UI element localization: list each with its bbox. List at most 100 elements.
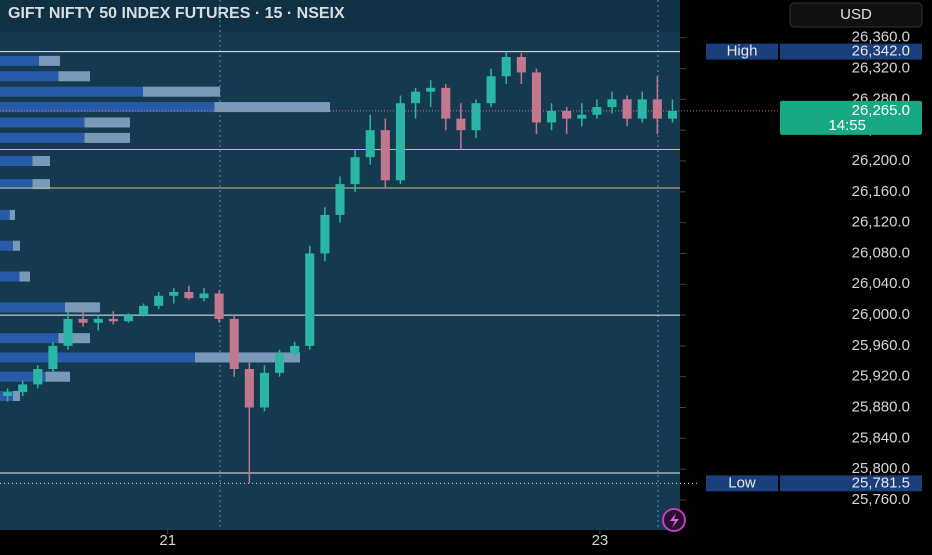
y-tick-label: 26,080.0 — [852, 244, 910, 261]
volume-profile-bar — [0, 102, 330, 113]
candle-body — [441, 87, 451, 119]
candle-body — [259, 372, 269, 408]
y-tick-label: 26,320.0 — [852, 60, 910, 77]
candle-body — [547, 110, 557, 123]
marker-label: Low — [728, 474, 756, 491]
currency-label[interactable]: USD — [840, 6, 872, 23]
title-strip — [0, 0, 680, 32]
volume-profile-bar — [0, 156, 50, 167]
candle-body — [622, 99, 632, 119]
candle-body — [290, 345, 300, 354]
candle-body — [48, 345, 58, 369]
y-tick-label: 26,040.0 — [852, 275, 910, 292]
y-tick-label: 25,840.0 — [852, 429, 910, 446]
candle-body — [244, 368, 254, 408]
volume-profile-tail — [58, 71, 90, 82]
candle-body — [169, 291, 179, 296]
volume-profile-bar — [0, 209, 15, 220]
candle-body — [63, 318, 73, 346]
last-price-box — [780, 100, 922, 135]
volume-profile-bar — [0, 271, 30, 282]
y-tick-label: 26,120.0 — [852, 214, 910, 231]
candle-body — [562, 110, 572, 119]
volume-profile-tail — [143, 86, 220, 97]
y-tick-label: 26,360.0 — [852, 29, 910, 46]
candle-body — [667, 110, 677, 119]
x-tick-label: 21 — [159, 532, 176, 549]
candle-body — [214, 293, 224, 319]
candle-body — [123, 315, 133, 322]
volume-profile-bar — [0, 117, 130, 128]
candle-body — [652, 99, 662, 119]
volume-profile-bar — [0, 302, 100, 313]
candle-body — [380, 130, 390, 181]
volume-profile-bar — [0, 132, 130, 143]
volume-profile-bar — [0, 179, 50, 190]
candle-body — [501, 57, 511, 77]
marker-label-box — [706, 43, 778, 60]
candle-body — [33, 368, 43, 385]
volume-profile-tail — [58, 333, 90, 344]
candle-body — [516, 57, 526, 73]
candle-body — [577, 114, 587, 119]
y-tick-label: 25,880.0 — [852, 398, 910, 415]
candle-body — [154, 295, 164, 306]
candle-body — [365, 130, 375, 158]
marker-value-box — [780, 43, 922, 60]
candle-body — [229, 318, 239, 369]
volume-profile-tail — [32, 156, 50, 167]
countdown-label: 14:55 — [828, 117, 866, 134]
volume-profile-tail — [195, 352, 300, 363]
candle-body — [607, 99, 617, 108]
candle-body — [199, 293, 209, 299]
marker-value-box — [780, 475, 922, 492]
candle-body — [93, 318, 103, 323]
candle-body — [139, 305, 149, 316]
marker-label: High — [727, 43, 758, 60]
volume-profile-tail — [9, 209, 15, 220]
volume-profile-tail — [13, 390, 20, 401]
x-tick-label: 23 — [592, 532, 609, 549]
y-tick-label: 25,960.0 — [852, 337, 910, 354]
last-price-label: 26,265.0 — [852, 102, 910, 119]
candle-body — [18, 384, 28, 393]
marker-value: 26,342.0 — [852, 43, 910, 60]
volume-profile-tail — [84, 132, 130, 143]
candle-body — [320, 214, 330, 254]
candle-body — [275, 353, 285, 373]
candle-body — [3, 392, 13, 396]
candle-body — [426, 87, 436, 92]
y-tick-label: 26,200.0 — [852, 152, 910, 169]
volume-profile-tail — [32, 179, 50, 190]
chart-title: GIFT NIFTY 50 INDEX FUTURES · 15 · NSEIX — [8, 5, 345, 22]
volume-profile-tail — [214, 102, 330, 113]
currency-button[interactable] — [789, 2, 923, 28]
volume-profile-tail — [13, 240, 20, 251]
volume-profile-bar — [0, 55, 60, 66]
marker-value: 25,781.5 — [852, 474, 910, 491]
y-tick-label: 26,000.0 — [852, 306, 910, 323]
y-tick-label: 25,760.0 — [852, 491, 910, 508]
candle-body — [350, 157, 360, 185]
volume-profile-bar — [0, 333, 90, 344]
candle-body — [78, 318, 88, 323]
candle-body — [184, 291, 194, 299]
volume-profile-tail — [39, 55, 60, 66]
candle-body — [456, 118, 466, 131]
candle-body — [335, 184, 345, 215]
volume-profile-bar — [0, 352, 300, 363]
volume-profile-bar — [0, 240, 20, 251]
marker-label-box — [706, 475, 778, 492]
volume-profile-bar — [0, 86, 220, 97]
candle-body — [637, 99, 647, 119]
candle-body — [592, 107, 602, 115]
volume-profile-tail — [19, 271, 30, 282]
alert-bolt — [670, 513, 679, 528]
volume-profile-tail — [84, 117, 130, 128]
y-tick-label: 25,920.0 — [852, 368, 910, 385]
volume-profile-bar — [0, 71, 90, 82]
y-tick-label: 26,160.0 — [852, 183, 910, 200]
candle-body — [305, 253, 315, 346]
candle-body — [411, 91, 421, 104]
